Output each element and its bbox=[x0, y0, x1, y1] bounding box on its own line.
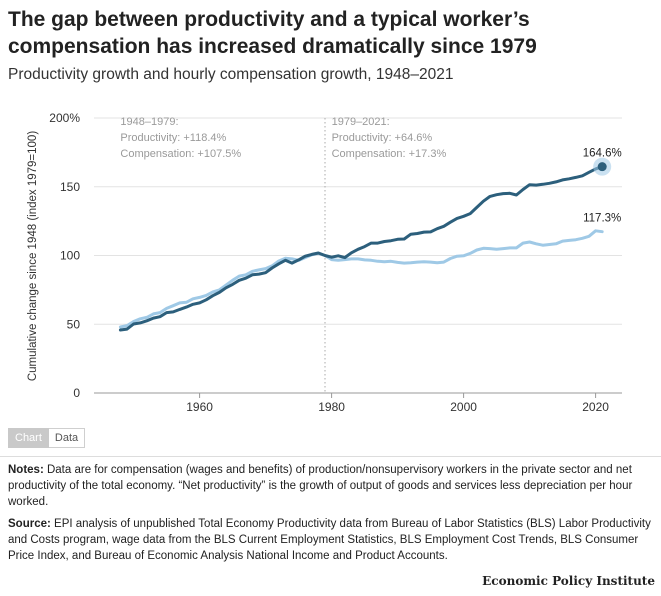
notes-text: Data are for compensation (wages and ben… bbox=[8, 464, 633, 508]
source-text: EPI analysis of unpublished Total Econom… bbox=[8, 518, 651, 562]
divider bbox=[0, 456, 661, 457]
productivity-line bbox=[118, 165, 604, 332]
y-tick-label: 150 bbox=[60, 180, 80, 194]
x-tick-label: 2000 bbox=[450, 400, 477, 414]
brand-logo-text: Economic Policy Institute bbox=[482, 574, 655, 588]
y-tick-label: 50 bbox=[67, 317, 81, 331]
view-toggle: Chart Data bbox=[8, 428, 86, 448]
notes-section: Notes: Data are for compensation (wages … bbox=[8, 462, 653, 570]
period-annotation-line: Productivity: +64.6% bbox=[332, 132, 433, 144]
notes-label: Notes: bbox=[8, 464, 44, 476]
chart-subtitle: Productivity growth and hourly compensat… bbox=[8, 66, 454, 83]
y-tick-label: 0 bbox=[73, 386, 80, 400]
notes-paragraph: Notes: Data are for compensation (wages … bbox=[8, 462, 653, 510]
x-tick-label: 1960 bbox=[186, 400, 213, 414]
data-view-button[interactable]: Data bbox=[48, 428, 86, 448]
period-annotation-line: 1979–2021: bbox=[332, 116, 390, 128]
source-paragraph: Source: EPI analysis of unpublished Tota… bbox=[8, 516, 653, 564]
productivity-endpoint-marker bbox=[597, 162, 607, 172]
y-tick-label: 100 bbox=[60, 249, 80, 263]
y-axis-label: Cumulative change since 1948 (index 1979… bbox=[27, 131, 39, 381]
period-annotation-line: 1948–1979: bbox=[120, 116, 178, 128]
y-tick-label: 200% bbox=[49, 111, 80, 125]
productivity-end-label: 164.6% bbox=[583, 148, 622, 160]
source-label: Source: bbox=[8, 518, 51, 530]
chart-view-button[interactable]: Chart bbox=[8, 428, 49, 448]
period-annotation-line: Compensation: +107.5% bbox=[120, 148, 241, 160]
chart-title: The gap between productivity and a typic… bbox=[8, 8, 537, 58]
x-tick-label: 1980 bbox=[318, 400, 345, 414]
x-tick-label: 2020 bbox=[582, 400, 609, 414]
compensation-line bbox=[118, 229, 604, 329]
compensation-end-label: 117.3% bbox=[583, 213, 621, 225]
line-chart: 0 50 100 150 200% 1960 1980 2000 2020 1948–1979:… bbox=[27, 111, 622, 414]
period-annotation-line: Productivity: +118.4% bbox=[120, 132, 226, 144]
period-annotation-line: Compensation: +17.3% bbox=[332, 148, 447, 160]
